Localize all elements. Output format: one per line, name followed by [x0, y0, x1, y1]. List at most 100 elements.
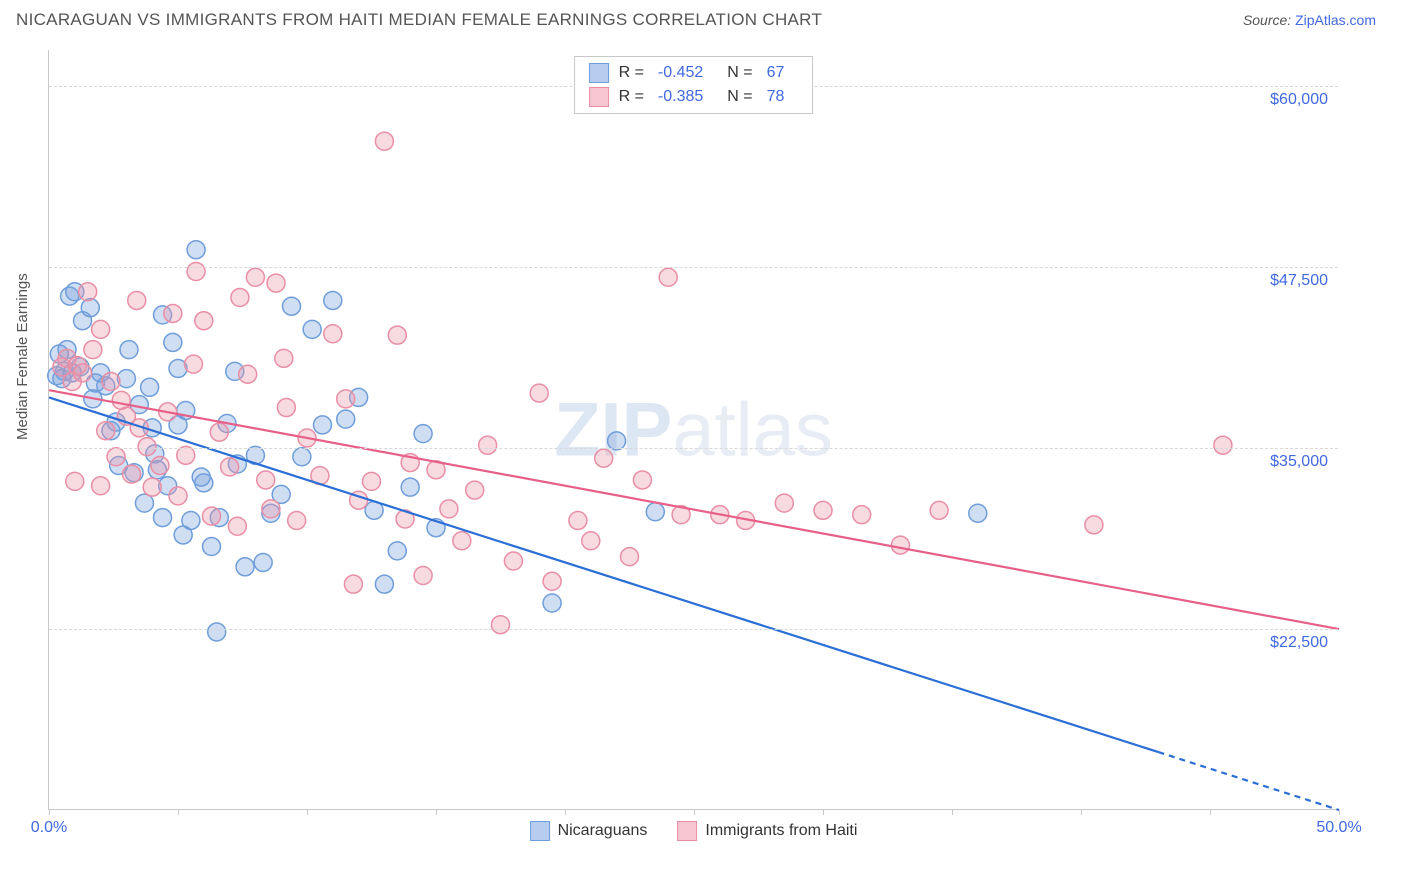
x-tick	[1081, 809, 1082, 815]
stat-n-label: N =	[727, 88, 752, 106]
data-point	[66, 472, 84, 490]
data-point	[221, 458, 239, 476]
data-point	[267, 274, 285, 292]
stat-n-value: 67	[767, 64, 785, 82]
series-legend: NicaraguansImmigrants from Haiti	[530, 821, 858, 841]
data-point	[262, 500, 280, 518]
legend-swatch	[589, 63, 609, 83]
legend-swatch	[589, 87, 609, 107]
data-point	[853, 506, 871, 524]
data-point	[633, 471, 651, 489]
stat-r-value: -0.452	[658, 64, 703, 82]
stat-n-label: N =	[727, 64, 752, 82]
y-tick-label: $60,000	[1270, 91, 1328, 109]
data-point	[254, 553, 272, 571]
data-point	[646, 503, 664, 521]
data-point	[543, 572, 561, 590]
x-tick	[565, 809, 566, 815]
data-point	[324, 291, 342, 309]
x-tick	[1339, 809, 1340, 815]
stat-r-label: R =	[619, 64, 644, 82]
data-point	[375, 575, 393, 593]
legend-item: Immigrants from Haiti	[677, 821, 857, 841]
data-point	[275, 349, 293, 367]
data-point	[303, 320, 321, 338]
x-tick	[436, 809, 437, 815]
data-point	[128, 291, 146, 309]
data-point	[141, 378, 159, 396]
data-point	[92, 477, 110, 495]
data-point	[143, 478, 161, 496]
data-point	[659, 268, 677, 286]
stats-legend-box: R = -0.452 N = 67R = -0.385 N = 78	[574, 56, 814, 114]
data-point	[337, 410, 355, 428]
y-tick-label: $22,500	[1270, 634, 1328, 652]
data-point	[324, 325, 342, 343]
x-tick-label: 0.0%	[31, 819, 67, 837]
stats-legend-row: R = -0.452 N = 67	[589, 61, 799, 85]
data-point	[169, 487, 187, 505]
data-point	[102, 373, 120, 391]
data-point	[277, 399, 295, 417]
x-tick	[823, 809, 824, 815]
x-tick	[307, 809, 308, 815]
data-point	[337, 390, 355, 408]
data-point	[313, 416, 331, 434]
data-point	[814, 501, 832, 519]
data-point	[582, 532, 600, 550]
data-point	[123, 465, 141, 483]
data-point	[293, 448, 311, 466]
data-point	[107, 448, 125, 466]
gridline	[49, 629, 1338, 630]
data-point	[401, 478, 419, 496]
data-point	[504, 552, 522, 570]
chart-plot-area: ZIPatlas R =-0.452N =67R =-0.385N =78 Ni…	[48, 50, 1338, 810]
data-point	[569, 511, 587, 529]
x-tick	[178, 809, 179, 815]
y-tick-label: $35,000	[1270, 453, 1328, 471]
data-point	[375, 132, 393, 150]
data-point	[203, 507, 221, 525]
source-link[interactable]: ZipAtlas.com	[1295, 12, 1376, 28]
stats-legend-row: R =-0.385N =78	[589, 85, 799, 109]
data-point	[203, 538, 221, 556]
x-tick	[952, 809, 953, 815]
data-point	[543, 594, 561, 612]
data-point	[210, 423, 228, 441]
data-point	[184, 355, 202, 373]
gridline	[49, 448, 1338, 449]
data-point	[891, 536, 909, 554]
y-axis-label: Median Female Earnings	[14, 273, 31, 440]
legend-swatch	[677, 821, 697, 841]
data-point	[74, 364, 92, 382]
data-point	[192, 468, 210, 486]
data-point	[621, 548, 639, 566]
data-point	[81, 299, 99, 317]
data-point	[930, 501, 948, 519]
data-point	[151, 456, 169, 474]
data-point	[453, 532, 471, 550]
y-tick-label: $47,500	[1270, 272, 1328, 290]
data-point	[79, 283, 97, 301]
data-point	[414, 566, 432, 584]
data-point	[414, 425, 432, 443]
data-point	[388, 542, 406, 560]
data-point	[231, 289, 249, 307]
source-attribution: Source: ZipAtlas.com	[1243, 12, 1376, 28]
legend-swatch	[530, 821, 550, 841]
data-point	[97, 422, 115, 440]
data-point	[283, 297, 301, 315]
data-point	[466, 481, 484, 499]
data-point	[363, 472, 381, 490]
stat-r-value: -0.385	[658, 88, 703, 106]
data-point	[120, 341, 138, 359]
data-point	[344, 575, 362, 593]
data-point	[154, 509, 172, 527]
x-tick	[1210, 809, 1211, 815]
data-point	[440, 500, 458, 518]
data-point	[239, 365, 257, 383]
data-point	[969, 504, 987, 522]
gridline	[49, 267, 1338, 268]
data-point	[388, 326, 406, 344]
stat-n-value: 78	[767, 88, 785, 106]
